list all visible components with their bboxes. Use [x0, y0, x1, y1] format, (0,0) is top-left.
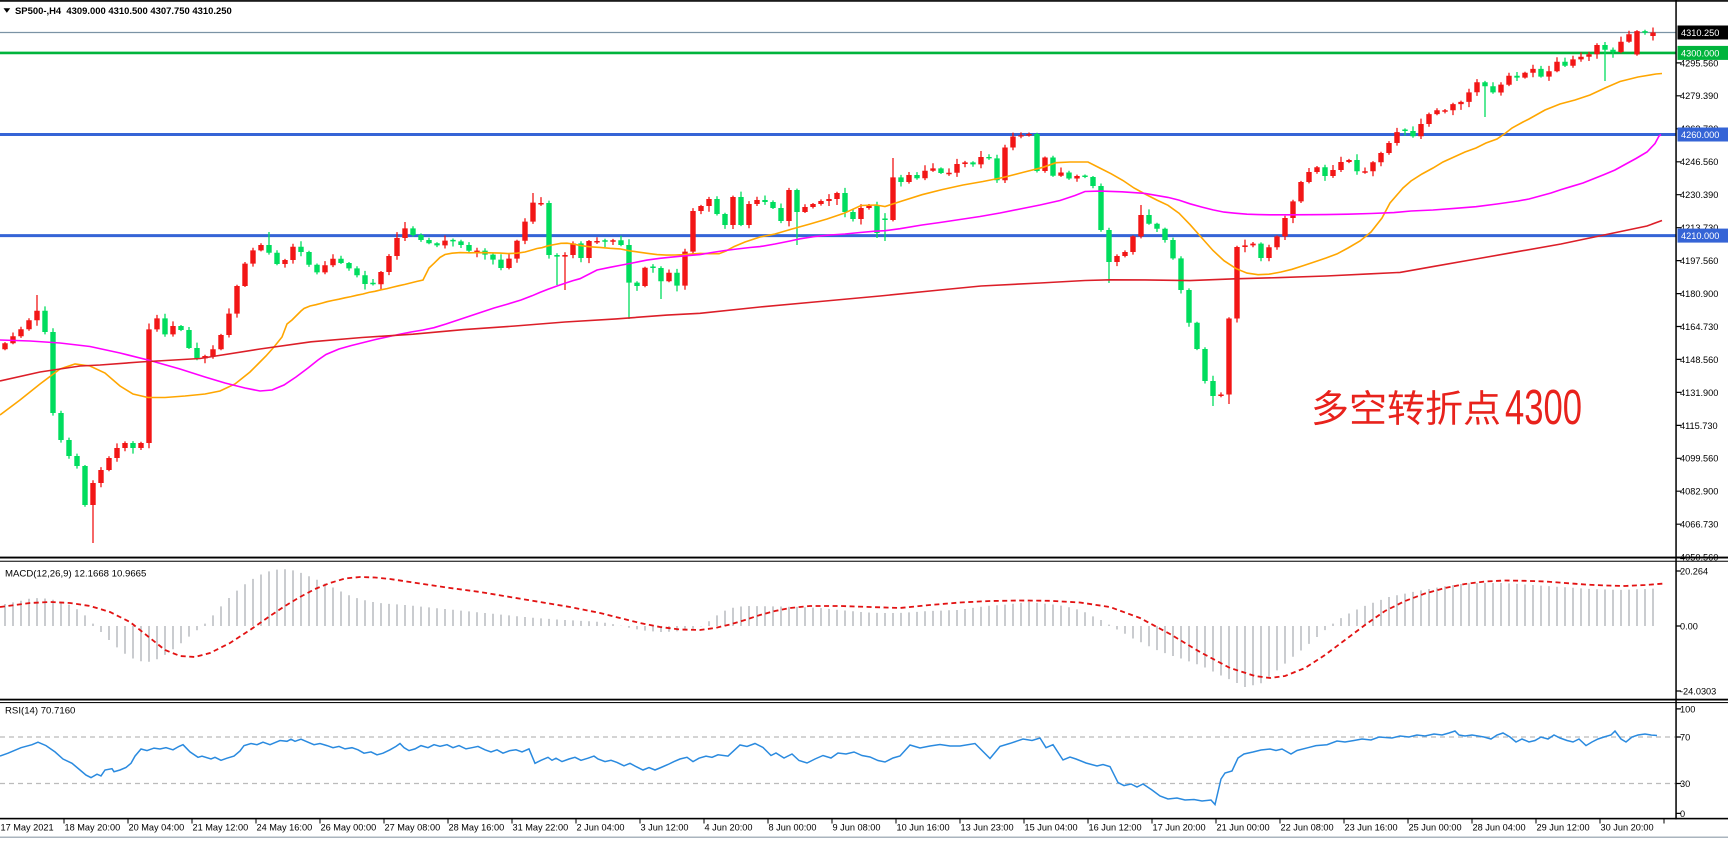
- svg-text:3 Jun 12:00: 3 Jun 12:00: [641, 823, 689, 833]
- svg-text:28 Jun 04:00: 28 Jun 04:00: [1473, 823, 1526, 833]
- svg-text:24 May 16:00: 24 May 16:00: [257, 823, 313, 833]
- svg-text:0: 0: [1680, 809, 1685, 819]
- svg-text:4213.730: 4213.730: [1680, 223, 1718, 233]
- svg-text:4131.900: 4131.900: [1680, 388, 1718, 398]
- svg-text:-24.0303: -24.0303: [1680, 686, 1716, 696]
- svg-text:29 Jun 12:00: 29 Jun 12:00: [1537, 823, 1590, 833]
- svg-text:4300.000: 4300.000: [1681, 48, 1719, 58]
- svg-text:4164.730: 4164.730: [1680, 322, 1718, 332]
- svg-text:4099.560: 4099.560: [1680, 454, 1718, 464]
- svg-text:26 May 00:00: 26 May 00:00: [321, 823, 377, 833]
- svg-text:16 Jun 12:00: 16 Jun 12:00: [1089, 823, 1142, 833]
- svg-text:20.264: 20.264: [1680, 566, 1708, 576]
- svg-text:4 Jun 20:00: 4 Jun 20:00: [705, 823, 753, 833]
- svg-text:4148.560: 4148.560: [1680, 355, 1718, 365]
- svg-text:20 May 04:00: 20 May 04:00: [129, 823, 185, 833]
- svg-text:70: 70: [1680, 732, 1690, 742]
- svg-text:30: 30: [1680, 779, 1690, 789]
- svg-text:13 Jun 23:00: 13 Jun 23:00: [961, 823, 1014, 833]
- svg-text:2 Jun 04:00: 2 Jun 04:00: [577, 823, 625, 833]
- svg-text:4180.900: 4180.900: [1680, 289, 1718, 299]
- svg-text:MACD(12,26,9) 12.1668 10.9665: MACD(12,26,9) 12.1668 10.9665: [5, 569, 146, 580]
- svg-text:28 May 16:00: 28 May 16:00: [449, 823, 505, 833]
- svg-text:4197.560: 4197.560: [1680, 256, 1718, 266]
- svg-text:9 Jun 08:00: 9 Jun 08:00: [833, 823, 881, 833]
- svg-text:10 Jun 16:00: 10 Jun 16:00: [897, 823, 950, 833]
- svg-text:4260.000: 4260.000: [1681, 130, 1719, 140]
- svg-text:17 Jun 20:00: 17 Jun 20:00: [1153, 823, 1206, 833]
- svg-text:4279.390: 4279.390: [1680, 91, 1718, 101]
- svg-text:4246.560: 4246.560: [1680, 157, 1718, 167]
- svg-text:8 Jun 00:00: 8 Jun 00:00: [769, 823, 817, 833]
- svg-text:17 May 2021: 17 May 2021: [1, 823, 54, 833]
- svg-text:4082.900: 4082.900: [1680, 487, 1718, 497]
- svg-text:30 Jun 20:00: 30 Jun 20:00: [1601, 823, 1654, 833]
- svg-text:0.00: 0.00: [1680, 621, 1698, 631]
- svg-text:23 Jun 16:00: 23 Jun 16:00: [1345, 823, 1398, 833]
- svg-text:RSI(14) 70.7160: RSI(14) 70.7160: [5, 706, 75, 717]
- svg-text:4230.390: 4230.390: [1680, 190, 1718, 200]
- svg-text:4066.730: 4066.730: [1680, 520, 1718, 530]
- svg-text:22 Jun 08:00: 22 Jun 08:00: [1281, 823, 1334, 833]
- svg-text:21 Jun 00:00: 21 Jun 00:00: [1217, 823, 1270, 833]
- svg-text:4295.560: 4295.560: [1680, 58, 1718, 68]
- svg-text:4210.000: 4210.000: [1681, 231, 1719, 241]
- svg-text:100: 100: [1680, 704, 1695, 714]
- svg-text:4300: 4300: [1505, 380, 1582, 435]
- svg-text:21 May 12:00: 21 May 12:00: [193, 823, 249, 833]
- svg-text:25 Jun 00:00: 25 Jun 00:00: [1409, 823, 1462, 833]
- svg-text:4115.730: 4115.730: [1680, 421, 1718, 431]
- svg-text:27 May 08:00: 27 May 08:00: [385, 823, 441, 833]
- svg-text:31 May 22:00: 31 May 22:00: [513, 823, 569, 833]
- svg-text:SP500-,H4 4309.000 4310.500 4: SP500-,H4 4309.000 4310.500 4307.750 431…: [15, 6, 232, 17]
- svg-text:18 May 20:00: 18 May 20:00: [65, 823, 121, 833]
- svg-text:4050.560: 4050.560: [1680, 553, 1718, 563]
- svg-text:4310.250: 4310.250: [1681, 28, 1719, 38]
- svg-text:15 Jun 04:00: 15 Jun 04:00: [1025, 823, 1078, 833]
